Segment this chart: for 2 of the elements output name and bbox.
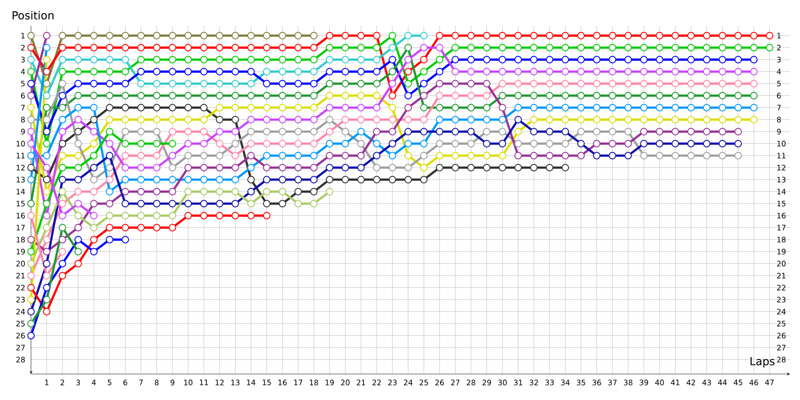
x-axis-title: Laps [750,357,775,368]
y-axis-title: Position [12,10,54,20]
